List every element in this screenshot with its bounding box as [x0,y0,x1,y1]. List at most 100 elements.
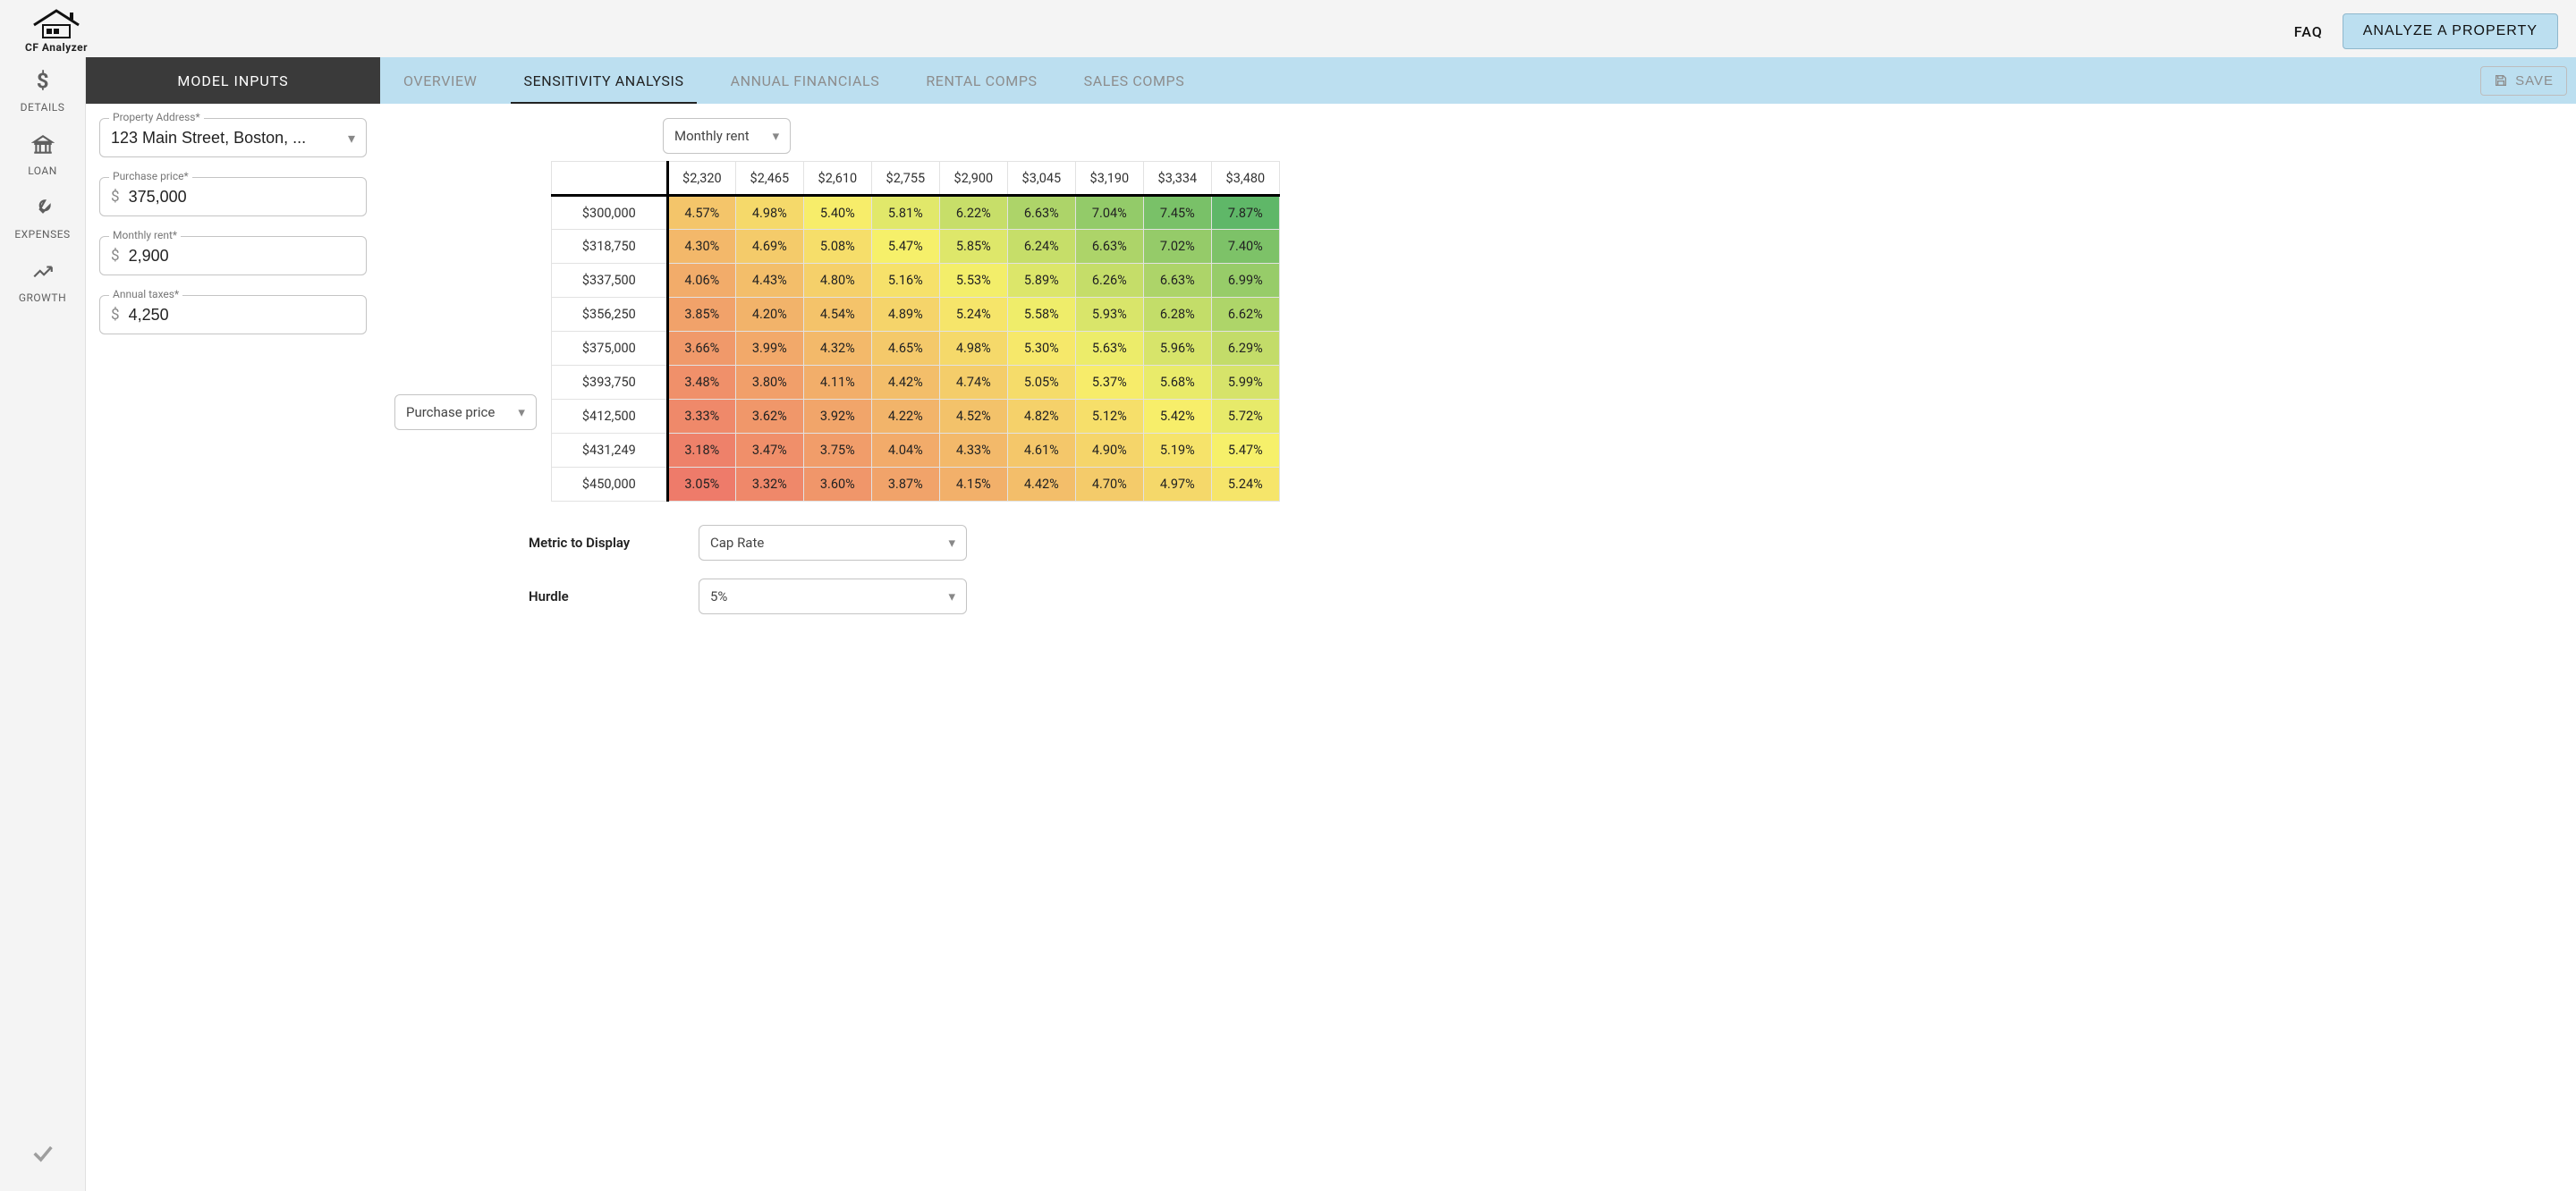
grid-cell: 3.62% [735,400,803,434]
col-header: $3,045 [1007,162,1075,196]
grid-cell: 4.33% [939,434,1007,468]
grid-cell: 4.42% [1007,468,1075,502]
chevron-down-icon: ▾ [948,535,955,551]
row-header: $431,249 [551,434,667,468]
grid-cell: 4.11% [803,366,871,400]
analyze-property-button[interactable]: ANALYZE A PROPERTY [2343,13,2558,49]
grid-cell: 3.92% [803,400,871,434]
grid-cell: 5.24% [939,298,1007,332]
tab-annual-financials[interactable]: ANNUAL FINANCIALS [708,57,903,104]
grid-cell: 4.98% [939,332,1007,366]
grid-cell: 4.74% [939,366,1007,400]
sidenav-item-expenses[interactable]: EXPENSES [14,197,70,241]
grid-cell: 6.28% [1143,298,1211,332]
annual-taxes-input[interactable] [129,306,355,325]
grid-cell: 4.65% [871,332,939,366]
bank-icon [31,133,55,159]
save-button[interactable]: SAVE [2480,66,2567,96]
grid-cell: 4.32% [803,332,871,366]
sidenav-item-growth[interactable]: GROWTH [14,260,70,304]
purchase-price-input[interactable] [129,188,355,207]
grid-cell: 4.54% [803,298,871,332]
grid-cell: 3.32% [735,468,803,502]
tab-sensitivity-analysis[interactable]: SENSITIVITY ANALYSIS [500,57,707,104]
row-header: $375,000 [551,332,667,366]
faq-link[interactable]: FAQ [2294,23,2323,40]
grid-cell: 5.53% [939,264,1007,298]
grid-cell: 4.20% [735,298,803,332]
grid-cell: 5.93% [1075,298,1143,332]
grid-cell: 6.63% [1007,196,1075,230]
brand-logo: CF Analyzer [25,9,88,54]
grid-cell: 3.48% [667,366,735,400]
grid-cell: 3.85% [667,298,735,332]
grid-cell: 4.57% [667,196,735,230]
tab-sales-comps[interactable]: SALES COMPS [1061,57,1208,104]
tab-rental-comps[interactable]: RENTAL COMPS [902,57,1060,104]
row-header: $450,000 [551,468,667,502]
monthly-rent-field[interactable]: Monthly rent* $ [99,236,367,275]
grid-cell: 3.80% [735,366,803,400]
grid-cell: 7.04% [1075,196,1143,230]
grid-cell: 4.06% [667,264,735,298]
currency-prefix: $ [111,306,120,324]
grid-cell: 5.19% [1143,434,1211,468]
row-header: $337,500 [551,264,667,298]
grid-cell: 5.40% [803,196,871,230]
check-icon[interactable] [30,1141,55,1170]
sidenav-item-loan[interactable]: LOAN [14,133,70,177]
sidenav-item-label: EXPENSES [14,228,70,241]
grid-cell: 5.96% [1143,332,1211,366]
hurdle-label: Hurdle [529,588,681,604]
monthly-rent-input[interactable] [129,247,355,266]
grid-cell: 6.22% [939,196,1007,230]
row-header: $356,250 [551,298,667,332]
grid-cell: 5.42% [1143,400,1211,434]
sensitivity-panel: Monthly rent ▾ Purchase price ▾ $2, [380,104,2576,1191]
grid-cell: 4.61% [1007,434,1075,468]
grid-cell: 4.70% [1075,468,1143,502]
grid-cell: 6.62% [1211,298,1279,332]
metric-select[interactable]: Cap Rate ▾ [699,525,967,561]
grid-cell: 5.58% [1007,298,1075,332]
side-nav: $DETAILS LOAN EXPENSES GROWTH [0,57,86,1191]
grid-cell: 4.22% [871,400,939,434]
sidenav-item-label: GROWTH [19,291,66,304]
grid-cell: 5.99% [1211,366,1279,400]
row-header: $393,750 [551,366,667,400]
grid-cell: 4.15% [939,468,1007,502]
grid-cell: 6.63% [1075,230,1143,264]
hurdle-select-value: 5% [710,588,727,604]
grid-cell: 7.40% [1211,230,1279,264]
sidenav-item-details[interactable]: $DETAILS [14,70,70,114]
grid-cell: 5.85% [939,230,1007,264]
chevron-down-icon: ▾ [348,130,355,147]
property-address-input[interactable] [111,129,348,148]
purchase-price-field[interactable]: Purchase price* $ [99,177,367,216]
grid-cell: 4.90% [1075,434,1143,468]
grid-cell: 4.82% [1007,400,1075,434]
grid-cell: 5.47% [1211,434,1279,468]
x-axis-select[interactable]: Monthly rent ▾ [663,118,791,154]
annual-taxes-field[interactable]: Annual taxes* $ [99,295,367,334]
property-address-field[interactable]: Property Address* ▾ [99,118,367,157]
y-axis-select-value: Purchase price [406,404,495,420]
model-inputs-panel: Property Address* ▾ Purchase price* $ Mo… [86,104,380,1191]
chevron-down-icon: ▾ [518,404,525,420]
col-header: $3,334 [1143,162,1211,196]
top-bar: CF Analyzer FAQ ANALYZE A PROPERTY [0,0,2576,57]
hurdle-select[interactable]: 5% ▾ [699,579,967,614]
y-axis-select[interactable]: Purchase price ▾ [394,394,537,430]
tab-overview[interactable]: OVERVIEW [380,57,500,104]
grid-cell: 3.05% [667,468,735,502]
grid-cell: 5.05% [1007,366,1075,400]
grid-cell: 3.18% [667,434,735,468]
dollar-icon: $ [31,70,55,96]
currency-prefix: $ [111,247,120,265]
grid-cell: 5.08% [803,230,871,264]
tab-bar: MODEL INPUTS OVERVIEWSENSITIVITY ANALYSI… [86,57,2576,104]
tab-model-inputs[interactable]: MODEL INPUTS [86,57,380,104]
grid-cell: 3.75% [803,434,871,468]
grid-cell: 7.02% [1143,230,1211,264]
grid-cell: 5.68% [1143,366,1211,400]
